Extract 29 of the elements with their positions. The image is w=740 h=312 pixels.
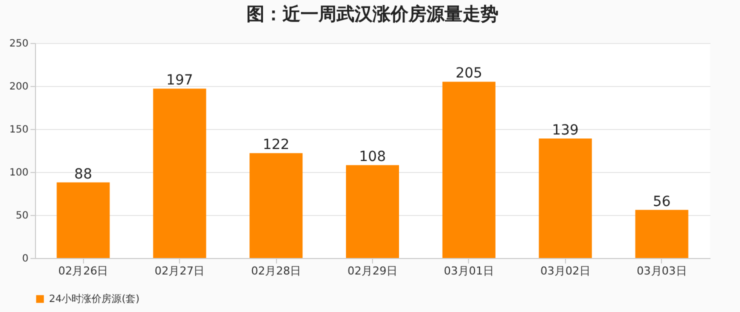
data-label: 88 <box>74 166 92 182</box>
y-tick-label: 200 <box>9 82 28 92</box>
x-tick-label: 02月27日 <box>154 264 205 278</box>
bar <box>153 88 206 258</box>
bar <box>635 210 688 258</box>
bar <box>56 182 110 258</box>
x-tick-label: 02月26日 <box>58 264 108 278</box>
data-label: 197 <box>166 72 194 89</box>
bar <box>346 165 400 258</box>
data-label: 122 <box>262 137 290 154</box>
y-tick-label: 0 <box>22 254 28 264</box>
y-tick-label: 150 <box>9 124 28 136</box>
data-label: 139 <box>552 122 579 138</box>
y-tick-label: 100 <box>9 168 28 178</box>
x-tick-label: 03月02日 <box>540 264 590 278</box>
legend-label: 24小时涨价房源(套) <box>49 293 140 305</box>
x-tick-label: 02月28日 <box>251 264 302 278</box>
bar <box>538 138 592 258</box>
y-tick-label: 250 <box>9 38 28 50</box>
data-label: 56 <box>652 194 671 210</box>
data-label: 205 <box>456 66 482 82</box>
bar <box>442 82 496 258</box>
x-tick-label: 03月03日 <box>636 264 687 278</box>
chart-title: 图：近一周武汉涨价房源量走势 <box>246 4 498 25</box>
x-tick-label: 02月29日 <box>348 264 398 278</box>
y-tick-label: 50 <box>16 210 28 222</box>
x-tick-label: 03月01日 <box>444 264 494 278</box>
bar <box>250 153 303 258</box>
data-label: 108 <box>359 149 386 166</box>
